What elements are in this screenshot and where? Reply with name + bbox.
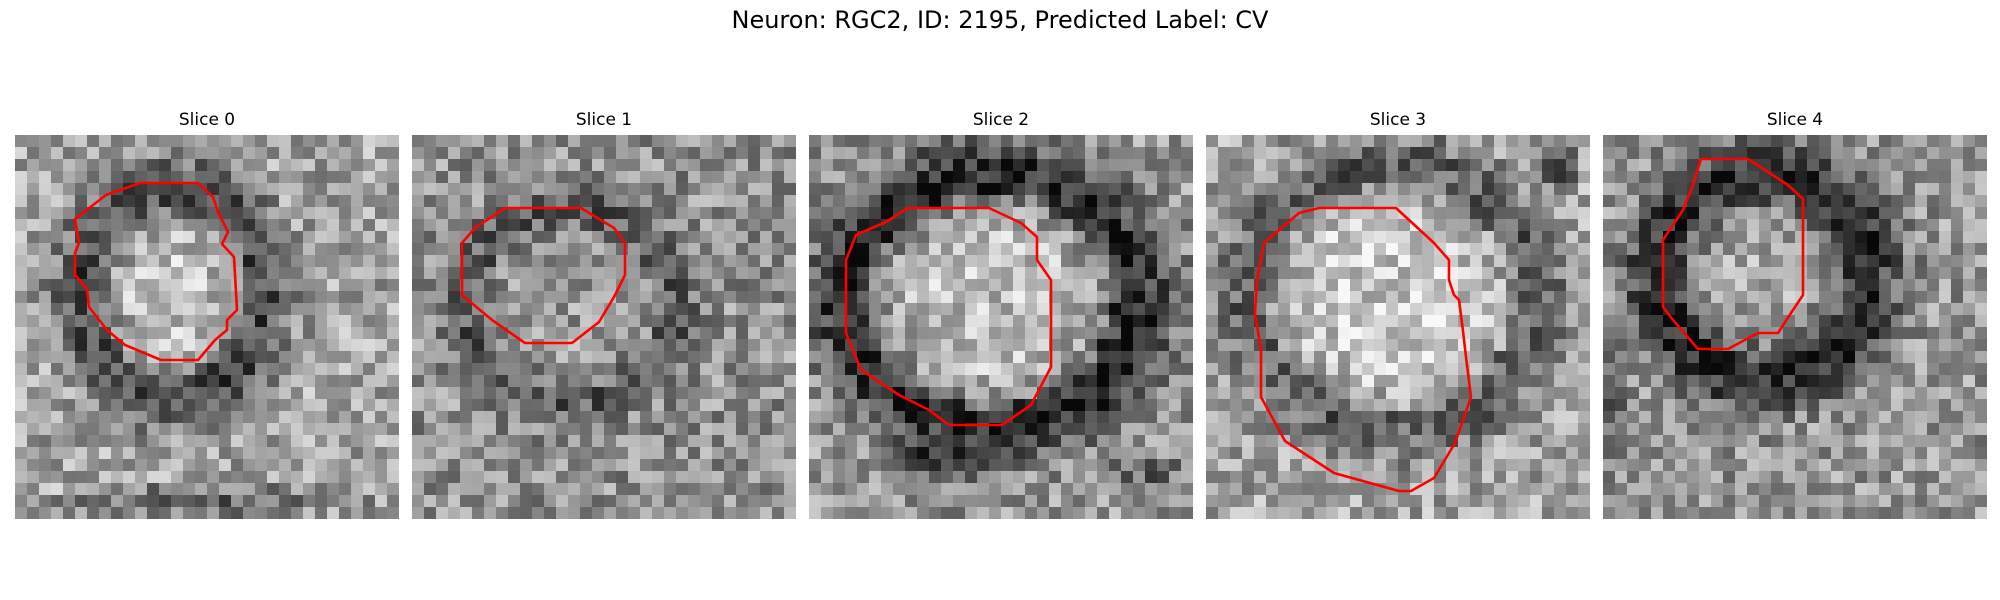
slice-image-4 <box>1603 135 1987 519</box>
slice-title-0: Slice 0 <box>178 110 236 130</box>
slice-title-3: Slice 3 <box>1369 110 1427 130</box>
slice-title-1: Slice 1 <box>575 110 633 130</box>
slice-image-3 <box>1206 135 1590 519</box>
slice-image-0 <box>15 135 399 519</box>
figure-title: Neuron: RGC2, ID: 2195, Predicted Label:… <box>731 6 1269 34</box>
contour-outline-0 <box>73 181 239 362</box>
contour-outline-1 <box>460 206 627 345</box>
slice-image-2 <box>809 135 1193 519</box>
slice-image-1 <box>412 135 796 519</box>
slice-title-4: Slice 4 <box>1766 110 1824 130</box>
contour-outline-2 <box>844 206 1053 427</box>
slice-title-2: Slice 2 <box>972 110 1030 130</box>
contour-outline-4 <box>1661 157 1805 351</box>
contour-outline-3 <box>1253 206 1473 493</box>
